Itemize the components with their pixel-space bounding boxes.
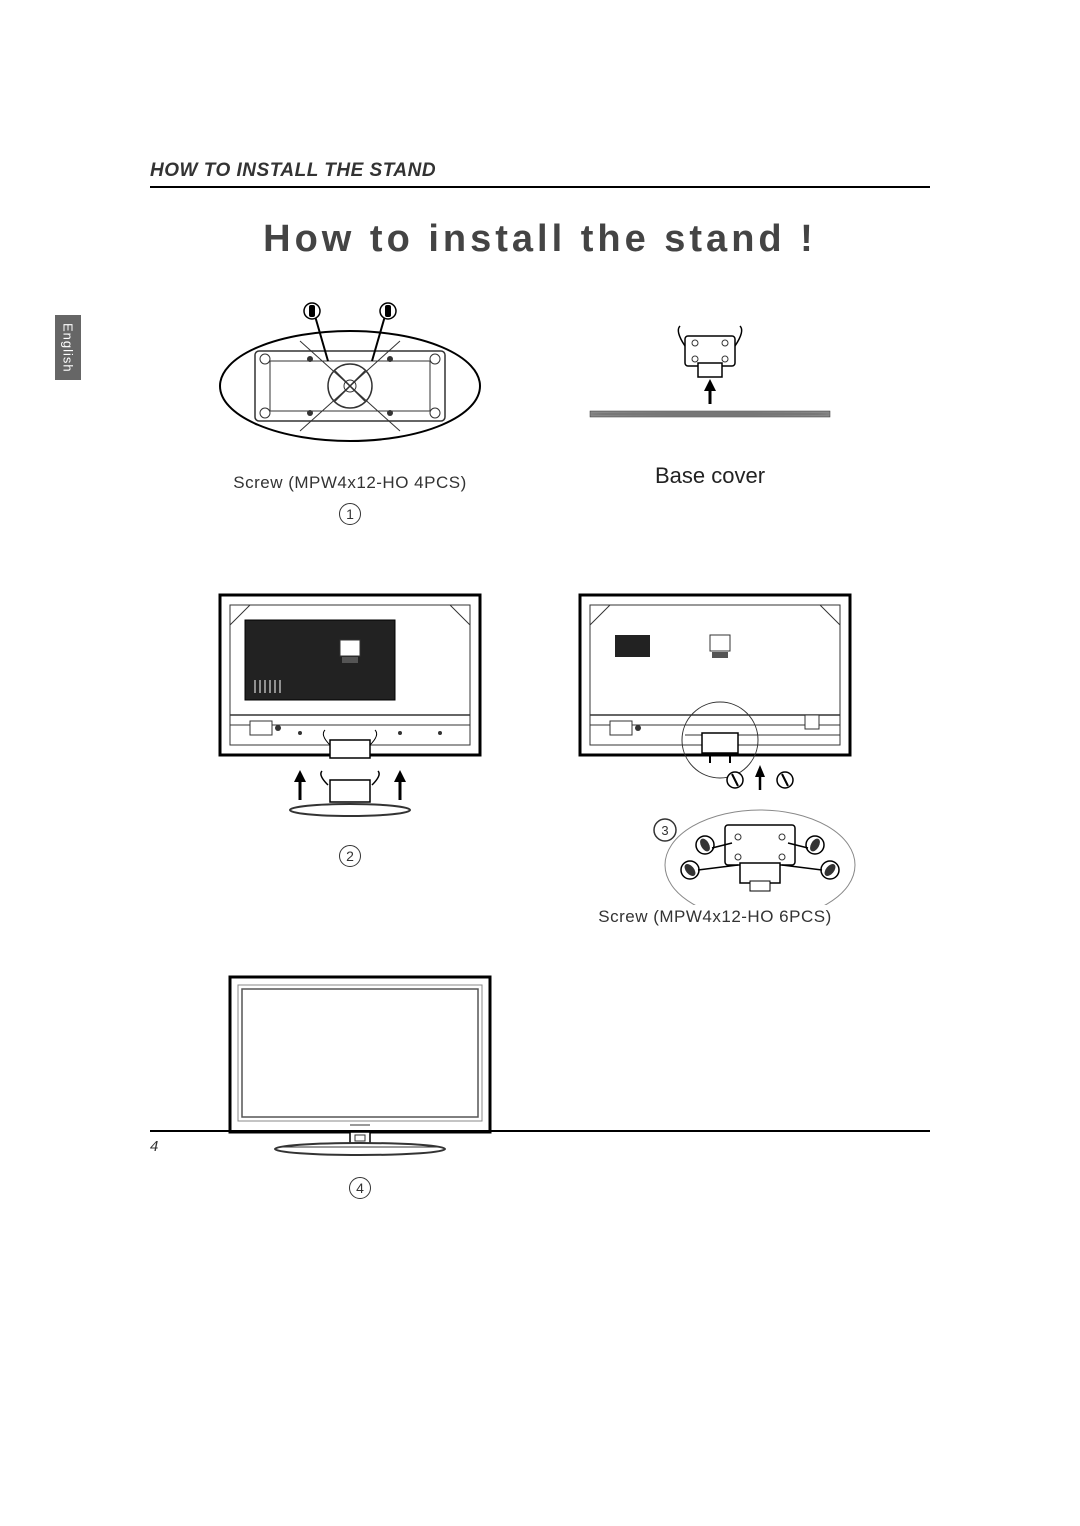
tv-back-insert-diagram: [200, 585, 500, 835]
svg-text:3: 3: [661, 823, 668, 838]
running-header: HOW TO INSTALL THE STAND: [150, 160, 930, 182]
step-badge-2: 2: [339, 845, 361, 867]
figure-row-3: 4: [210, 967, 930, 1199]
base-plate-diagram: [210, 301, 490, 461]
step-badge-1: 1: [339, 503, 361, 525]
step-badge-4: 4: [349, 1177, 371, 1199]
base-cover-diagram: [580, 301, 840, 451]
figure-4-caption: Screw (MPW4x12-HO 6PCS): [560, 907, 870, 927]
figure-5: 4: [210, 967, 510, 1199]
figure-1: Screw (MPW4x12-HO 4PCS) 1: [210, 301, 490, 525]
figure-2-caption: Base cover: [580, 463, 840, 489]
footer-rule: 4: [150, 1130, 930, 1156]
figure-4: 3 Screw (MPW4x12-HO 6PCS): [560, 585, 870, 927]
page-content: HOW TO INSTALL THE STAND How to install …: [150, 160, 930, 1239]
figure-3: 2: [200, 585, 500, 927]
header-rule: HOW TO INSTALL THE STAND: [150, 160, 930, 188]
page-title: How to install the stand !: [150, 218, 930, 261]
figure-row-1: Screw (MPW4x12-HO 4PCS) 1 Base cover: [210, 301, 930, 525]
tv-screw-detail-diagram: 3: [560, 585, 870, 905]
figure-1-caption: Screw (MPW4x12-HO 4PCS): [210, 473, 490, 493]
page-number: 4: [150, 1138, 158, 1155]
language-tab: English: [55, 315, 81, 380]
figure-row-2: 2: [200, 585, 930, 927]
figure-2: Base cover: [580, 301, 840, 525]
